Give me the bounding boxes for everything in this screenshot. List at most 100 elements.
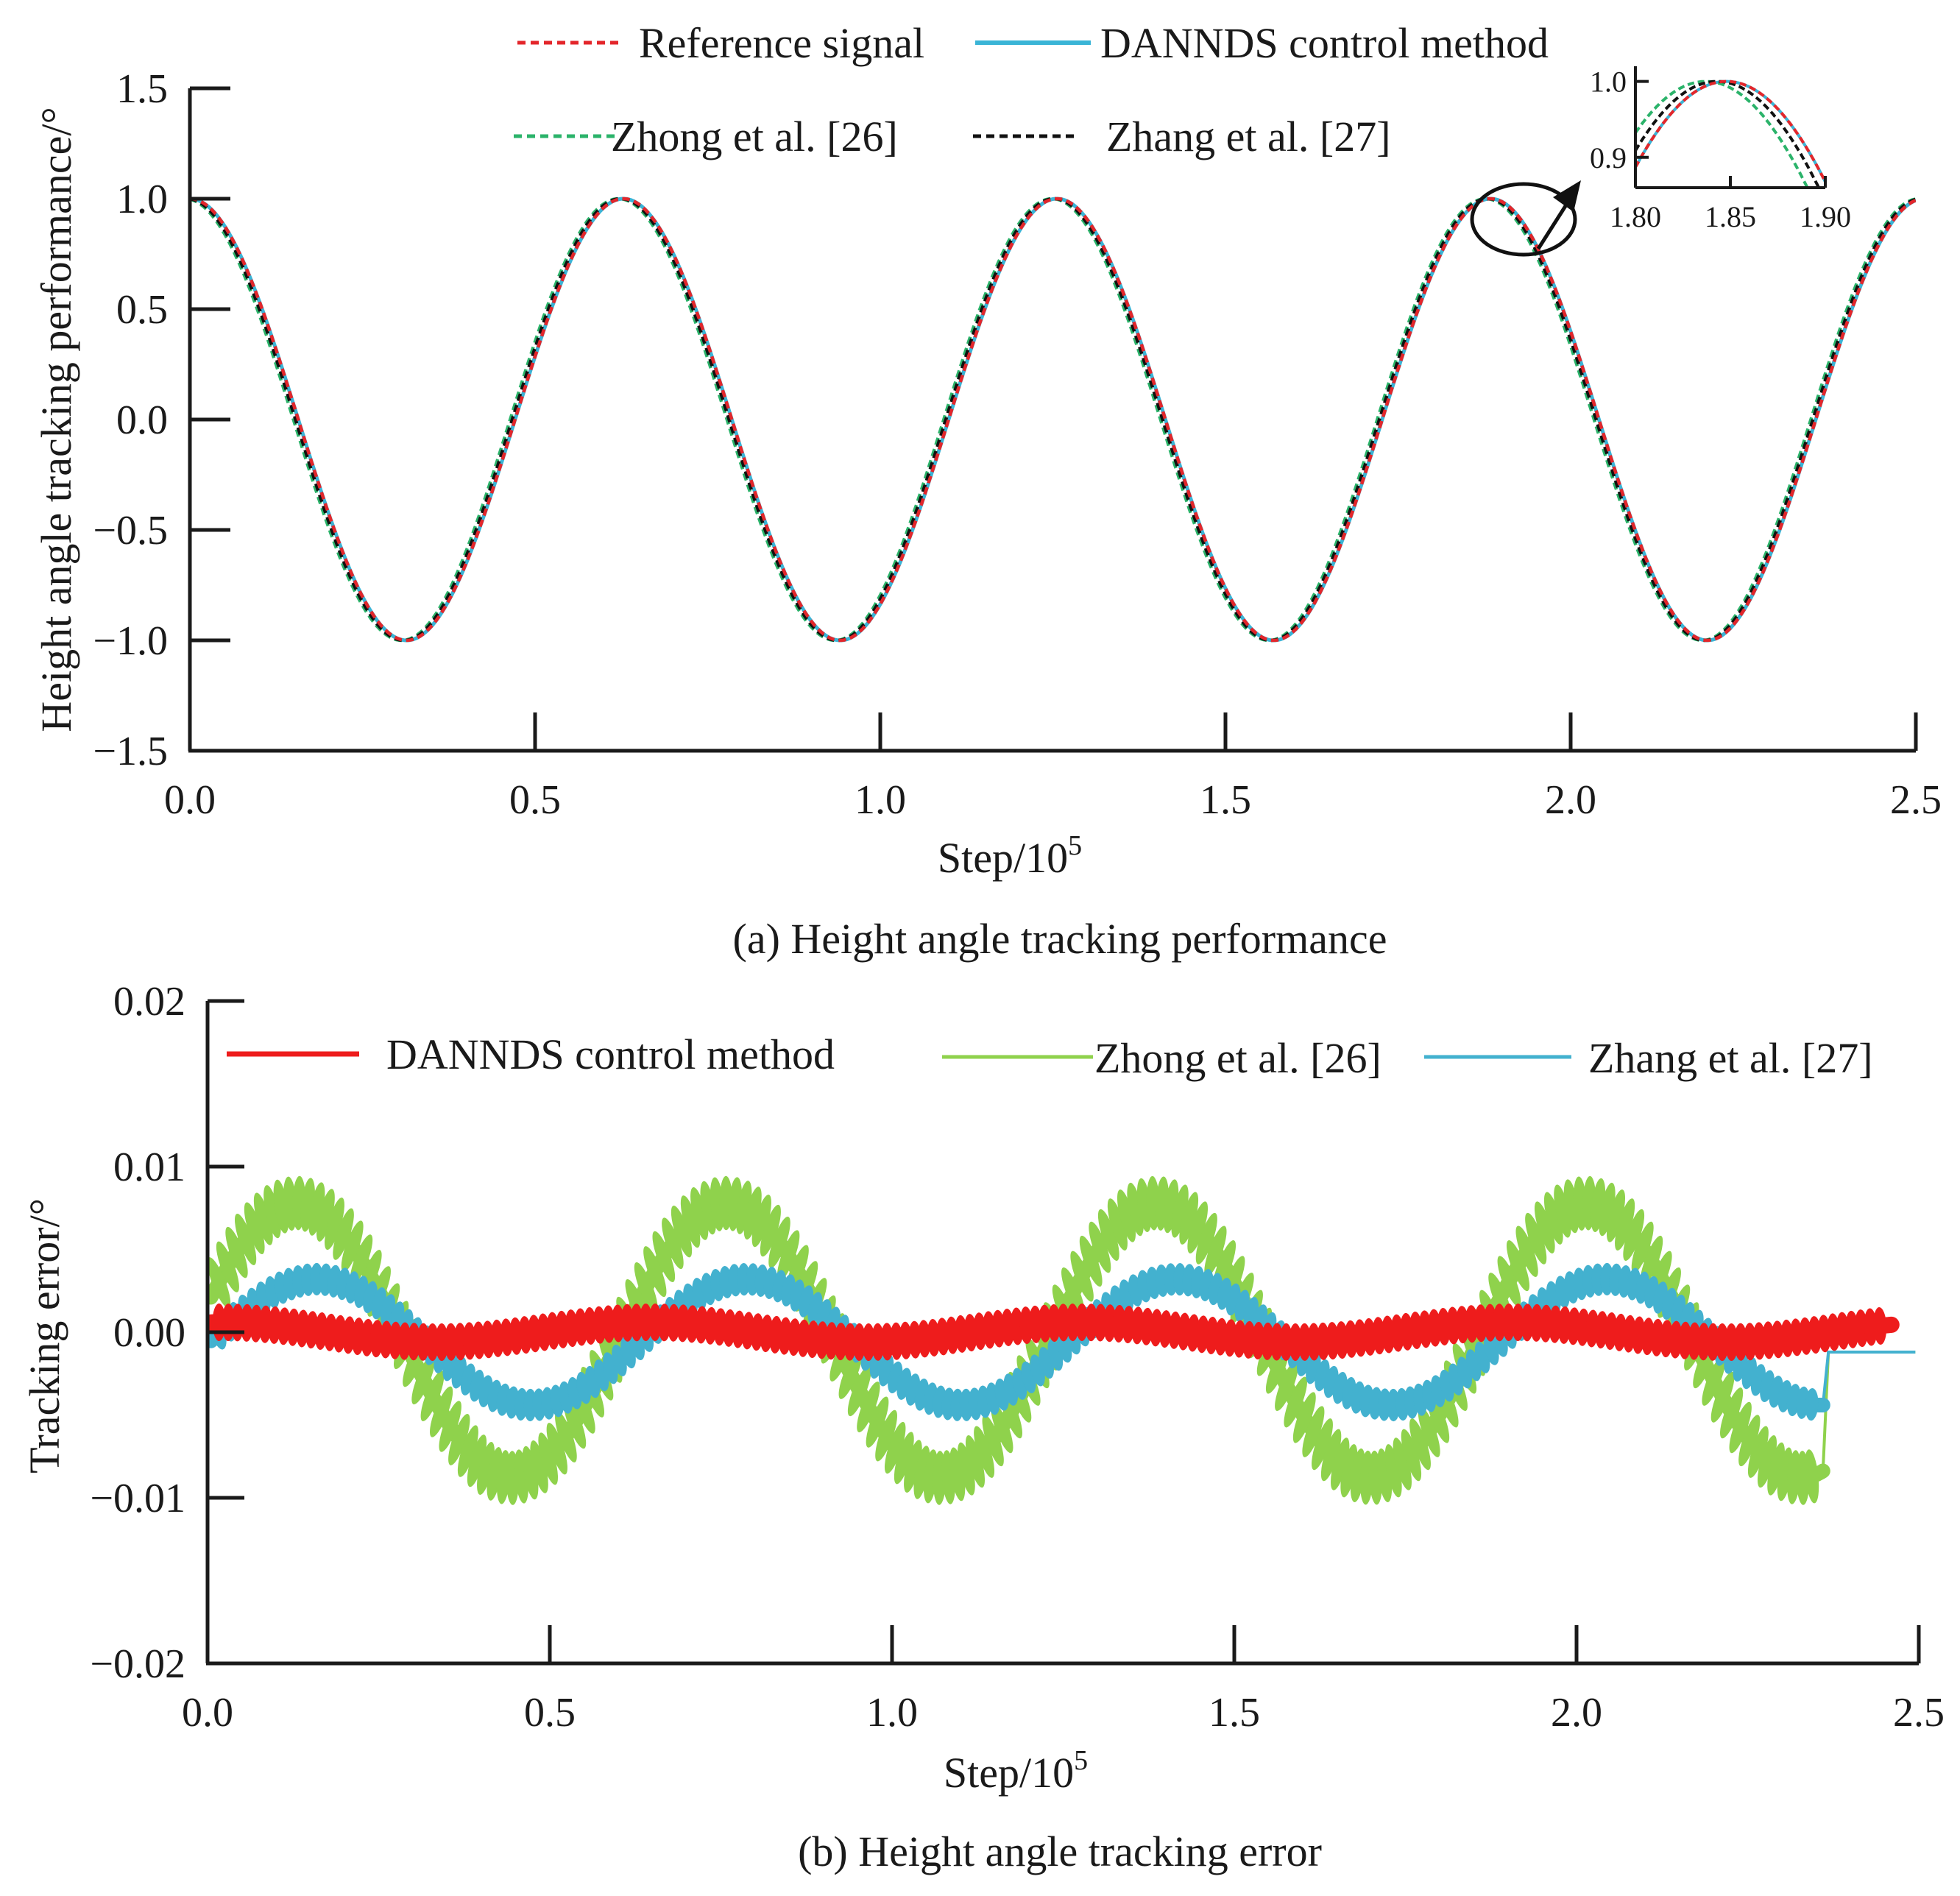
b-series-ripple xyxy=(555,1411,577,1462)
b-series-ripple xyxy=(657,1304,671,1342)
b-series-ripple xyxy=(875,1409,897,1462)
b-series-ripple xyxy=(991,1401,1013,1454)
b-series-ripple xyxy=(1606,1189,1626,1242)
b-series-ripple xyxy=(1734,1323,1748,1361)
b-series-ripple xyxy=(680,1195,701,1248)
b-series-ripple xyxy=(325,1198,344,1251)
b-series-ripple xyxy=(1279,1323,1293,1361)
a-x-axis-label: Step/105 xyxy=(938,830,1082,882)
b-series-ripple xyxy=(467,1435,487,1488)
b-series-ripple xyxy=(894,1432,914,1485)
inset-xtick-label: 1.80 xyxy=(1610,200,1661,233)
b-series-ripple xyxy=(1493,1304,1507,1342)
b-series-ripple xyxy=(487,1447,503,1501)
b-series-ripple xyxy=(425,1323,439,1361)
b-series-ripple xyxy=(1292,1392,1316,1443)
b-caption: (b) Height angle tracking error xyxy=(798,1828,1322,1875)
b-series-ripple xyxy=(435,1323,449,1361)
b-ytick-label: 0.01 xyxy=(113,1145,185,1190)
b-series-ripple xyxy=(1195,1212,1217,1264)
b-series-ripple xyxy=(1525,1212,1547,1264)
b-series-ripple xyxy=(1187,1201,1209,1253)
b-series-ripple xyxy=(1251,1322,1265,1359)
b-series-ripple xyxy=(457,1425,478,1477)
b-series-ripple xyxy=(546,1423,567,1475)
b-series-ripple xyxy=(1070,1251,1094,1302)
a-ytick-label: −1.5 xyxy=(93,729,168,774)
b-series-ripple xyxy=(862,1323,876,1361)
b-series-ripple xyxy=(416,1323,431,1361)
b-series-ripple xyxy=(760,1204,781,1257)
inset-xtick-label: 1.90 xyxy=(1800,200,1851,233)
b-series-ripple xyxy=(671,1206,693,1258)
b-series-settle xyxy=(1821,1351,1916,1471)
a-series-dannds-control-method xyxy=(190,197,1916,643)
b-series-ripple xyxy=(1738,1415,1761,1467)
b-ytick-label: 0.00 xyxy=(113,1310,185,1356)
b-xtick-label: 0.5 xyxy=(524,1690,576,1736)
b-series-ripple xyxy=(1179,1192,1199,1245)
b-ytick-label: 0.02 xyxy=(113,979,185,1025)
b-series-ripple xyxy=(1302,1406,1325,1457)
inset-ytick-label: 0.9 xyxy=(1590,141,1627,174)
b-legend-label-zhong: Zhong et al. [26] xyxy=(1094,1034,1381,1082)
b-series-ripple xyxy=(982,1415,1004,1467)
b-series-ripple xyxy=(1554,1184,1571,1238)
inset-ytick-label: 1.0 xyxy=(1590,66,1627,99)
a-y-axis-label: Height angle tracking performance/° xyxy=(32,107,80,732)
b-series-ripple xyxy=(1204,1225,1227,1277)
b-series-ripple xyxy=(1706,1323,1720,1361)
b-series-ripple xyxy=(958,1442,975,1496)
b-series-ripple xyxy=(1061,1267,1085,1318)
b-series-ripple xyxy=(1171,1184,1189,1238)
b-series-ripple xyxy=(530,1440,548,1493)
b-legend-label-dannds: DANNDS control method xyxy=(386,1030,835,1078)
b-series-ripple xyxy=(1631,1221,1654,1273)
b-series-ripple xyxy=(1312,1418,1333,1471)
b-series-ripple xyxy=(662,1217,684,1270)
b-xtick-label: 1.0 xyxy=(866,1690,918,1736)
b-xtick-label: 2.0 xyxy=(1551,1690,1602,1736)
b-series-ripple xyxy=(1284,1376,1307,1428)
b-series-ripple xyxy=(1384,1444,1402,1498)
b-series-ripple xyxy=(648,1304,662,1341)
b-series-ripple xyxy=(1127,1182,1144,1237)
b-series-ripple xyxy=(411,1354,436,1405)
b-series-ripple xyxy=(735,1181,752,1234)
b-series-ripple xyxy=(407,1323,421,1361)
a-ytick-label: 0.0 xyxy=(116,397,168,443)
b-series-ripple xyxy=(1066,1304,1080,1342)
a-zoom-highlight-ellipse xyxy=(1470,182,1577,257)
a-xtick-label: 2.0 xyxy=(1545,777,1596,823)
b-series-ripple xyxy=(1393,1437,1412,1490)
b-series-ripple xyxy=(1729,1401,1752,1454)
b-series-ripple xyxy=(634,1262,658,1313)
b-series-ripple xyxy=(316,1189,335,1242)
b-series-ripple xyxy=(538,1432,559,1485)
a-xtick-label: 1.0 xyxy=(855,777,906,823)
a-legend-label-zhong: Zhong et al. [26] xyxy=(611,113,898,160)
b-series-ripple xyxy=(1320,1429,1342,1482)
b-series-ripple xyxy=(253,1192,273,1245)
b-series-dannds-control-method xyxy=(208,1304,1900,1361)
b-xtick-label: 1.5 xyxy=(1209,1690,1260,1736)
b-series-ripple xyxy=(1107,1198,1128,1251)
b-series-ripple xyxy=(700,1181,717,1235)
a-ytick-label: −1.0 xyxy=(93,618,168,664)
b-series-ripple xyxy=(1289,1323,1302,1361)
b-series-ripple xyxy=(1747,1426,1769,1478)
b-x-axis-label: Step/105 xyxy=(944,1745,1088,1797)
b-series-ripple xyxy=(884,1421,906,1474)
a-legend: Reference signal DANNDS control method Z… xyxy=(514,19,1549,160)
b-series-settle xyxy=(1821,1351,1916,1406)
b-series-ripple xyxy=(1270,1323,1284,1361)
a-legend-label-dannds: DANNDS control method xyxy=(1100,19,1549,67)
b-series-ripple xyxy=(643,1246,667,1298)
b-series-ripple xyxy=(1506,1240,1530,1292)
b-series-ripple xyxy=(629,1304,643,1342)
b-series-ripple xyxy=(1805,1388,1819,1421)
b-series-ripple xyxy=(225,1226,248,1278)
b-series-ripple xyxy=(974,1426,995,1478)
b-series-ripple xyxy=(652,1231,676,1283)
